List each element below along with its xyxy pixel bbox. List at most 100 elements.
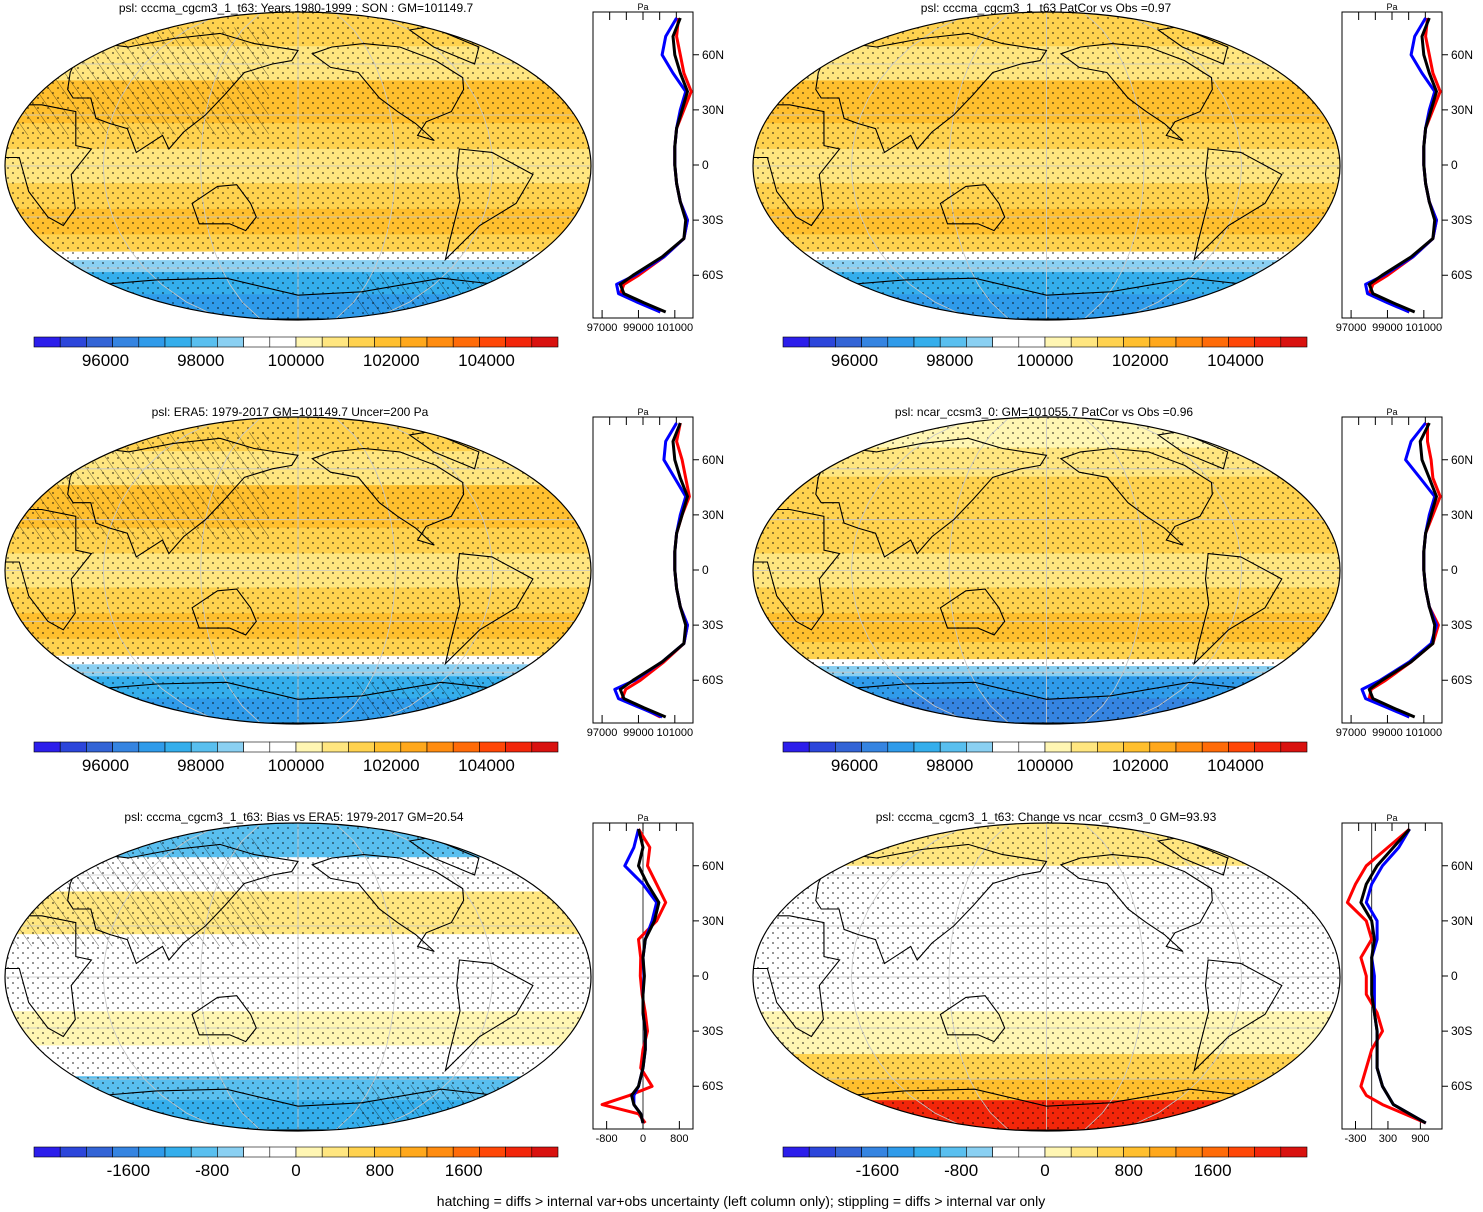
colorbar-label: 1600 [1193, 1161, 1232, 1180]
colorbar-swatch [1149, 1146, 1177, 1158]
colorbar-swatch [348, 741, 375, 753]
zonal-x-label: 99000 [1372, 727, 1403, 739]
colorbar-label: -1600 [106, 1161, 151, 1180]
lat-label: 60N [702, 47, 725, 62]
map-field-4 [753, 417, 1340, 724]
colorbar-swatch [400, 741, 428, 753]
colorbar-label: 0 [1040, 1161, 1050, 1180]
colorbar-label: 104000 [1207, 351, 1264, 370]
zonal-frame [1341, 822, 1443, 1130]
colorbar-swatch [452, 741, 480, 753]
colorbar-label: 102000 [1111, 351, 1169, 370]
zonal-series-obs [1359, 828, 1427, 1125]
colorbar-swatch [1044, 336, 1072, 348]
coastline [444, 148, 534, 262]
coastline [444, 552, 534, 666]
colorbar-swatch [913, 741, 941, 753]
coastline [94, 681, 502, 724]
map-panel-5 [4, 822, 592, 1132]
colorbar-swatch [1228, 741, 1255, 753]
map-border [752, 11, 1341, 321]
lat-label: 60S [1451, 268, 1473, 283]
colorbar-swatch [59, 741, 87, 753]
colorbar-swatch [1175, 336, 1203, 348]
zonal-mean-panel-1 [592, 11, 699, 319]
colorbar-swatch [400, 1146, 428, 1158]
colorbar-label: 0 [291, 1161, 301, 1180]
zonal-x-label: -300 [1344, 1133, 1367, 1145]
graticule-meridian [851, 12, 972, 320]
zonal-x-label: 900 [1411, 1133, 1430, 1145]
zonal-x-label: 99000 [623, 727, 654, 739]
colorbar-swatch [164, 336, 192, 348]
coastline [444, 959, 534, 1073]
colorbar-swatch [426, 741, 454, 753]
colorbar-swatch [59, 1146, 87, 1158]
coastline [67, 843, 299, 965]
lat-label: 60N [1451, 858, 1474, 873]
graticule-meridian [335, 12, 396, 320]
coastline [191, 995, 257, 1043]
map-border [752, 822, 1341, 1132]
colorbar-label: 100000 [1016, 351, 1074, 370]
lat-label: 0 [1451, 563, 1458, 577]
zonal-x-label: 101000 [656, 727, 694, 739]
colorbar-swatch [217, 1146, 244, 1158]
colorbar-swatch [887, 1146, 915, 1158]
map-panel-1 [4, 11, 592, 321]
colorbar-swatch [1280, 336, 1308, 348]
lat-label: 0 [702, 563, 709, 577]
panel-title-5: psl: cccma_cgcm3_1_t63: Bias vs ERA5: 19… [124, 810, 464, 824]
zonal-x-label: 97000 [586, 322, 618, 334]
graticule-meridian [335, 417, 396, 724]
colorbar-swatch [426, 336, 454, 348]
graticule-meridian [200, 417, 261, 724]
coastline [939, 184, 1006, 232]
zonal-series-model1 [620, 422, 691, 719]
hatching-overlay [5, 27, 269, 136]
colorbar-swatch [321, 1146, 349, 1158]
colorbar-swatch [913, 336, 941, 348]
colorbar-label: 98000 [926, 756, 974, 775]
zonal-series-model1 [1367, 423, 1442, 719]
coastline [191, 184, 257, 232]
map-panel-3 [4, 416, 592, 725]
colorbar-swatch [1018, 741, 1046, 753]
coastline [191, 588, 257, 636]
graticule-meridian [373, 823, 494, 1131]
colorbar-swatch [321, 336, 349, 348]
lat-label: 30S [702, 618, 724, 633]
zonal-x-label: 97000 [1335, 727, 1367, 739]
zonal-series-obs [1367, 422, 1438, 719]
colorbar-swatch [479, 741, 506, 753]
lat-label: 60S [702, 673, 724, 688]
lat-label: 30N [702, 507, 725, 522]
coastline [753, 915, 841, 1038]
colorbar-swatch [808, 336, 836, 348]
colorbar-swatch [243, 1146, 271, 1158]
colorbar-label: 98000 [177, 756, 225, 775]
graticule-meridian [1121, 417, 1242, 724]
colorbar-swatch [531, 336, 559, 348]
graticule-meridian [1084, 417, 1145, 724]
colorbar-swatch [1044, 1146, 1072, 1158]
colorbar-swatch [861, 1146, 889, 1158]
colorbar-swatch [531, 1146, 559, 1158]
graticule-meridian [1121, 12, 1242, 320]
colorbar-swatch [1175, 1146, 1203, 1158]
colorbar-swatch [1044, 741, 1072, 753]
lat-label: 60N [1451, 452, 1474, 467]
coastline [94, 277, 502, 320]
colorbar-label: 800 [365, 1161, 395, 1180]
colorbar-swatch [505, 741, 533, 753]
zonal-unit-label: Pa [637, 407, 649, 417]
panel-title-1: psl: cccma_cgcm3_1_t63: Years 1980-1999 … [118, 1, 474, 15]
graticule-meridian [102, 417, 223, 724]
colorbar-swatch [1175, 741, 1203, 753]
lat-label: 0 [1451, 158, 1458, 172]
zonal-x-label: 97000 [1335, 322, 1367, 334]
colorbar-label: 800 [1114, 1161, 1144, 1180]
colorbar-label: 96000 [830, 351, 879, 370]
colorbar-2 [782, 336, 1308, 348]
zonal-x-label: 101000 [656, 322, 694, 334]
